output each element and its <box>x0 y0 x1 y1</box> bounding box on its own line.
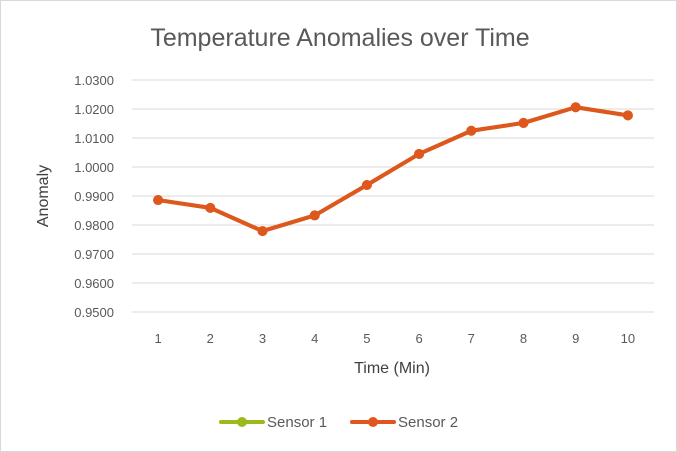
legend-swatch-marker <box>368 417 378 427</box>
x-tick-label: 6 <box>415 331 422 346</box>
y-tick-label: 0.9900 <box>74 189 114 204</box>
y-tick-label: 1.0000 <box>74 160 114 175</box>
data-point <box>309 210 320 221</box>
chart-title: Temperature Anomalies over Time <box>150 24 529 52</box>
x-tick-label: 10 <box>621 331 635 346</box>
legend-item: Sensor 1 <box>219 414 327 431</box>
y-axis-label: Anomaly <box>35 165 52 227</box>
x-tick-label: 9 <box>572 331 579 346</box>
data-point <box>414 148 425 159</box>
data-point <box>570 102 581 113</box>
data-point <box>205 202 216 213</box>
x-tick-label: 7 <box>468 331 475 346</box>
y-axis-ticks: 0.9500 0.9600 0.9700 0.9800 0.9900 1.0000 1.01… <box>74 73 114 320</box>
legend-label: Sensor 1 <box>267 414 327 431</box>
y-tick-label: 1.0300 <box>74 73 114 88</box>
series-line <box>156 105 630 234</box>
legend-swatch-marker <box>237 417 247 427</box>
y-tick-label: 0.9600 <box>74 276 114 291</box>
legend: Sensor 1 Sensor 2 <box>219 414 458 431</box>
data-point <box>257 226 268 237</box>
y-tick-label: 0.9700 <box>74 247 114 262</box>
data-point <box>361 179 372 190</box>
data-point <box>153 195 164 206</box>
legend-item: Sensor 2 <box>350 414 458 431</box>
series-2 <box>153 102 633 237</box>
x-tick-label: 2 <box>207 331 214 346</box>
y-tick-label: 0.9800 <box>74 218 114 233</box>
data-point <box>622 110 633 121</box>
x-tick-label: 8 <box>520 331 527 346</box>
gridlines <box>132 79 654 313</box>
legend-label: Sensor 2 <box>398 414 458 431</box>
series-lines <box>153 102 633 237</box>
data-point <box>466 125 477 136</box>
x-axis-ticks: 1 2 3 4 5 6 7 8 9 10 <box>154 331 635 346</box>
x-axis-label: Time (Min) <box>354 360 430 377</box>
x-tick-label: 5 <box>363 331 370 346</box>
x-tick-label: 3 <box>259 331 266 346</box>
x-tick-label: 4 <box>311 331 318 346</box>
data-point <box>518 117 529 128</box>
y-tick-label: 1.0100 <box>74 131 114 146</box>
x-tick-label: 1 <box>154 331 161 346</box>
y-tick-label: 1.0200 <box>74 102 114 117</box>
y-tick-label: 0.9500 <box>74 305 114 320</box>
